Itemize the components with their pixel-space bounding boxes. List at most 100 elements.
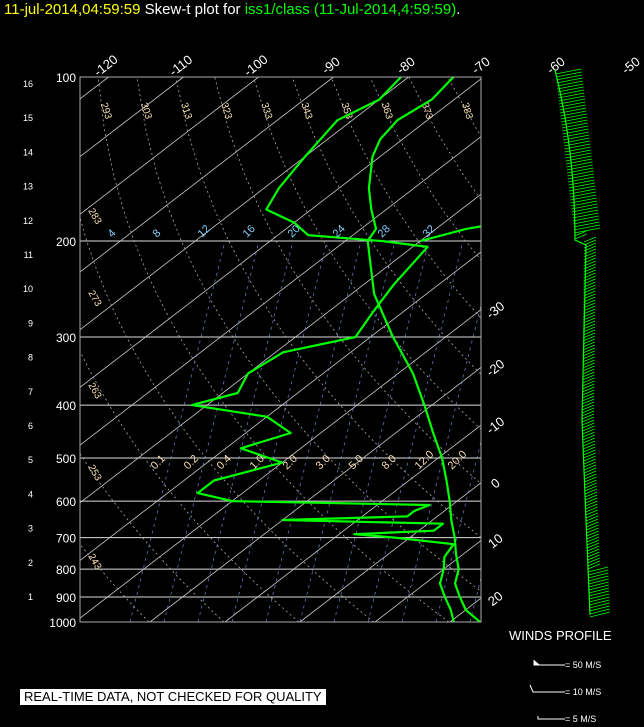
wind-barb	[557, 83, 584, 90]
wind-barb	[587, 551, 600, 558]
plot-area: 293 303 313 323 333 343 353 363 373 3832832732632…	[80, 77, 481, 622]
wind-barb	[582, 365, 595, 372]
wind-barb	[572, 212, 599, 219]
wind-barb	[582, 386, 595, 393]
wind-barb	[585, 512, 599, 519]
wind-barb	[582, 371, 595, 378]
wind-barb	[583, 296, 596, 303]
wind-barb	[566, 164, 593, 171]
wind-barb	[588, 587, 610, 594]
isotherm-right-label: 10	[485, 530, 506, 551]
wind-barb	[574, 227, 601, 234]
mixing-ratio-line	[469, 576, 481, 622]
wind-barb	[582, 335, 596, 342]
wind-barb	[585, 500, 598, 507]
theta-label: 353	[339, 101, 355, 121]
wind-barb	[570, 194, 597, 201]
wind-legend-5-glyph	[537, 716, 565, 720]
wind-barb	[588, 581, 609, 588]
theta-label: 333	[258, 101, 274, 121]
pressure-tick-label: 700	[56, 532, 76, 546]
wind-barb	[582, 350, 595, 357]
height-tick-label: 4	[28, 489, 33, 499]
wind-barb	[582, 383, 595, 390]
wind-barb	[589, 602, 610, 609]
isotherm-line	[80, 77, 259, 215]
wind-barb	[586, 542, 600, 549]
height-tick-label: 7	[28, 387, 33, 397]
wind-barb	[583, 299, 596, 306]
wind-barb	[582, 431, 595, 438]
wind-barb	[586, 536, 600, 543]
wind-barb	[583, 248, 597, 255]
wind-barb	[583, 293, 596, 300]
wind-barb	[583, 449, 596, 456]
wind-barb	[583, 245, 597, 252]
wind-barb	[583, 455, 596, 462]
wind-barb	[583, 272, 596, 279]
wind-barb	[560, 113, 587, 120]
wind-barb	[558, 92, 585, 99]
dry-adiabat-line	[80, 216, 375, 622]
wind-legend-50: = 50 M/S	[565, 660, 602, 670]
wind-barb	[583, 242, 597, 249]
mixing-ratio-label: 28	[376, 223, 393, 240]
wind-barb	[584, 476, 597, 483]
winds-profile	[554, 68, 610, 618]
wind-barb	[559, 101, 586, 108]
pressure-tick-label: 400	[56, 399, 76, 413]
wind-barb	[583, 263, 596, 270]
wind-barb	[582, 338, 596, 345]
wind-barb	[587, 554, 600, 561]
mixing-ratio-label: 0.4	[215, 453, 234, 472]
wind-barb	[582, 377, 595, 384]
wind-barb	[570, 197, 597, 204]
wind-barb	[581, 407, 595, 414]
mixing-ratio-label: 12.0	[413, 448, 437, 472]
height-tick-label: 13	[23, 182, 33, 192]
theta-label: 303	[138, 101, 154, 121]
mixing-ratio-line	[163, 240, 260, 622]
wind-barb	[584, 470, 597, 477]
wind-barb	[583, 251, 596, 258]
theta-label: 323	[218, 101, 234, 121]
height-tick-label: 15	[23, 113, 33, 123]
wind-legend-10: = 10 M/S	[565, 687, 602, 697]
isotherm-top-label: -90	[319, 54, 343, 77]
wind-barb	[582, 320, 596, 327]
pressure-tick-label: 800	[56, 563, 76, 577]
wind-barb	[586, 518, 599, 525]
isotherm-line	[80, 78, 481, 388]
wind-barb	[556, 77, 583, 84]
dry-adiabat-line	[330, 77, 481, 319]
wind-barb	[582, 344, 595, 351]
wind-barb	[589, 593, 610, 600]
wind-barb	[559, 104, 586, 111]
wind-barb	[582, 437, 596, 444]
wind-barb	[571, 209, 599, 216]
dry-adiabat-line	[447, 77, 481, 137]
wind-barb	[587, 566, 609, 573]
wind-barb	[573, 224, 600, 231]
wind-barb	[582, 359, 595, 366]
wind-barb	[555, 71, 582, 78]
wind-barb	[569, 188, 596, 195]
dry-adiabat-line	[214, 77, 481, 485]
wind-barb	[583, 446, 596, 453]
height-tick-label: 14	[23, 147, 33, 157]
wind-barb	[587, 557, 600, 564]
theta-label: 313	[178, 101, 194, 121]
wind-barb	[588, 584, 609, 591]
isotherm-line	[224, 424, 481, 622]
wind-barb	[582, 440, 596, 447]
isotherm-right-label: 20	[485, 588, 506, 609]
chart-title: 11-jul-2014,04:59:59 Skew-t plot for iss…	[4, 1, 460, 18]
wind-barb	[564, 146, 591, 153]
wind-barb	[559, 107, 587, 114]
theta-label: 273	[85, 289, 103, 309]
theta-label: 263	[85, 381, 103, 401]
dewpoint-trace	[190, 77, 455, 622]
theta-label: 253	[85, 463, 103, 483]
dry-adiabat-line	[253, 77, 481, 430]
